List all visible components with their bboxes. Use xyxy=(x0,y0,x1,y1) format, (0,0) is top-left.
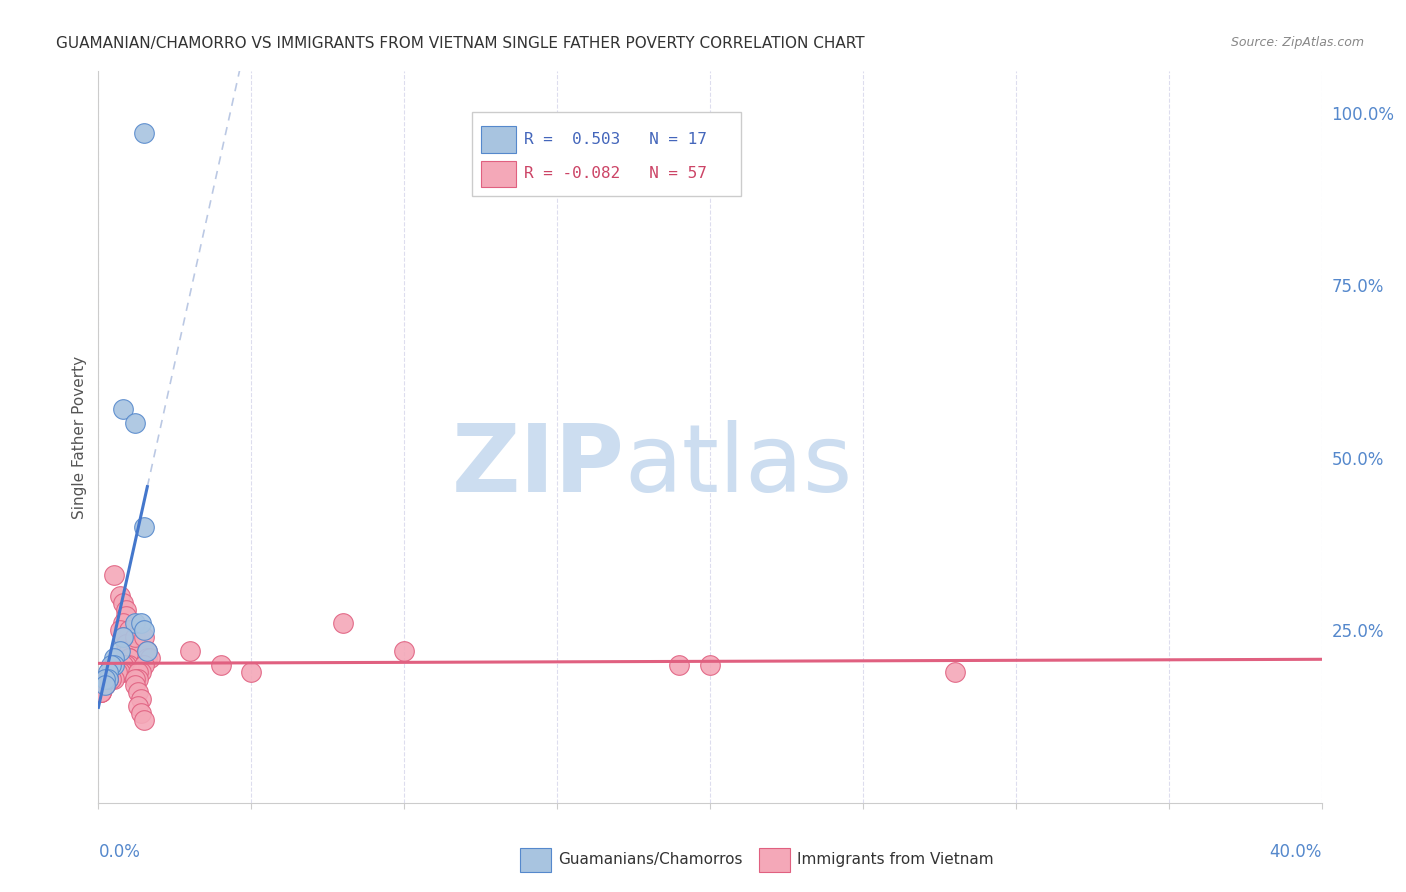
Point xyxy=(90,685,112,699)
Point xyxy=(124,678,146,692)
Point xyxy=(699,657,721,672)
Point xyxy=(103,672,125,686)
Point xyxy=(134,127,156,141)
Point xyxy=(115,602,138,616)
Text: R = -0.082   N = 57: R = -0.082 N = 57 xyxy=(524,166,707,181)
Point xyxy=(90,678,112,692)
Point xyxy=(90,678,112,692)
Point xyxy=(115,644,138,658)
Y-axis label: Single Father Poverty: Single Father Poverty xyxy=(72,356,87,518)
Point xyxy=(118,624,141,638)
Point xyxy=(93,672,115,686)
Point xyxy=(136,651,159,665)
Point xyxy=(392,644,416,658)
Text: 0.0%: 0.0% xyxy=(98,843,141,861)
Point xyxy=(90,678,112,692)
Point xyxy=(115,637,138,651)
Text: Guamanians/Chamorros: Guamanians/Chamorros xyxy=(558,853,742,867)
Point xyxy=(108,665,131,679)
Point xyxy=(111,657,134,672)
Point xyxy=(127,672,149,686)
Point xyxy=(129,706,152,720)
Point xyxy=(97,672,120,686)
Point xyxy=(943,665,966,679)
Point xyxy=(111,616,134,631)
Point xyxy=(111,596,134,610)
Point xyxy=(90,685,112,699)
Point xyxy=(90,678,112,692)
Point xyxy=(118,651,141,665)
Text: Immigrants from Vietnam: Immigrants from Vietnam xyxy=(797,853,994,867)
FancyBboxPatch shape xyxy=(759,848,790,872)
Point xyxy=(129,616,152,631)
Point xyxy=(100,657,122,672)
Point xyxy=(134,520,156,534)
Point xyxy=(209,657,232,672)
Point xyxy=(111,402,134,417)
Point xyxy=(136,644,159,658)
Point xyxy=(103,568,125,582)
Point xyxy=(179,644,201,658)
Point xyxy=(124,417,146,431)
Point xyxy=(240,665,263,679)
Point xyxy=(103,657,125,672)
FancyBboxPatch shape xyxy=(481,127,516,153)
Point xyxy=(108,589,131,603)
Point xyxy=(124,630,146,644)
Point xyxy=(129,692,152,706)
FancyBboxPatch shape xyxy=(520,848,551,872)
Point xyxy=(108,624,131,638)
Point xyxy=(124,616,146,631)
Text: R =  0.503   N = 17: R = 0.503 N = 17 xyxy=(524,132,707,147)
Text: GUAMANIAN/CHAMORRO VS IMMIGRANTS FROM VIETNAM SINGLE FATHER POVERTY CORRELATION : GUAMANIAN/CHAMORRO VS IMMIGRANTS FROM VI… xyxy=(56,36,865,51)
Point xyxy=(134,630,156,644)
Point xyxy=(97,672,120,686)
Point xyxy=(100,672,122,686)
Point xyxy=(129,665,152,679)
Point xyxy=(127,685,149,699)
Point xyxy=(124,672,146,686)
Point xyxy=(134,657,156,672)
Point xyxy=(118,657,141,672)
Text: ZIP: ZIP xyxy=(451,420,624,512)
Point xyxy=(134,713,156,727)
Point xyxy=(93,672,115,686)
Point xyxy=(97,665,120,679)
Point xyxy=(118,644,141,658)
FancyBboxPatch shape xyxy=(471,112,741,195)
Point xyxy=(127,699,149,714)
Point xyxy=(93,678,115,692)
Point xyxy=(90,685,112,699)
Point xyxy=(111,665,134,679)
Point xyxy=(97,672,120,686)
Point xyxy=(139,651,162,665)
Point xyxy=(115,657,138,672)
FancyBboxPatch shape xyxy=(481,161,516,187)
Point xyxy=(111,630,134,644)
Point xyxy=(93,678,115,692)
Point xyxy=(105,665,128,679)
Point xyxy=(108,644,131,658)
Point xyxy=(134,624,156,638)
Text: atlas: atlas xyxy=(624,420,852,512)
Point xyxy=(103,651,125,665)
Point xyxy=(93,678,115,692)
Point xyxy=(668,657,690,672)
Point xyxy=(332,616,354,631)
Point xyxy=(118,651,141,665)
Text: 40.0%: 40.0% xyxy=(1270,843,1322,861)
Point xyxy=(115,609,138,624)
Point xyxy=(127,665,149,679)
Text: Source: ZipAtlas.com: Source: ZipAtlas.com xyxy=(1230,36,1364,49)
Point xyxy=(136,644,159,658)
Point xyxy=(111,630,134,644)
